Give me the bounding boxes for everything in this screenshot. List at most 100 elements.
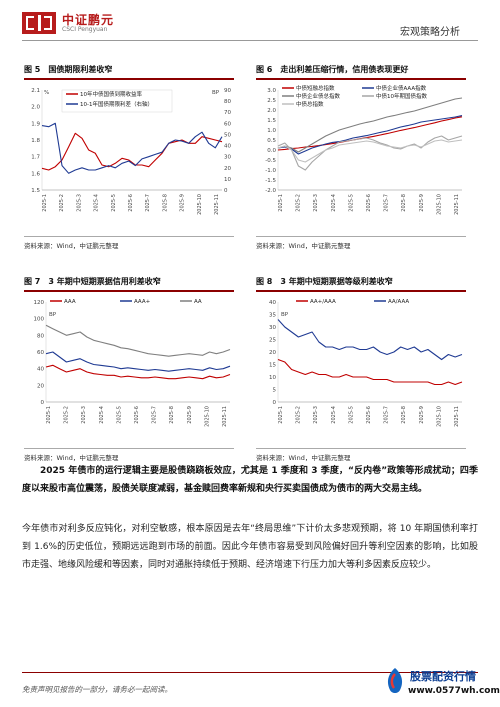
y-tick-label: 2.1 — [31, 88, 40, 94]
legend-label: AAA+ — [134, 299, 151, 305]
chart-fig8: 40 35 30 25 20 15 10 5 0 BP 2025-1 2025-2 2025-3 2025… — [269, 299, 463, 427]
x-tick-label: 2025-4 — [331, 406, 337, 424]
chart-area: 120 100 80 60 40 20 0 BP 2025-1 2025-2 2025-3 2025-… — [24, 294, 234, 446]
y-tick-label: -1.0 — [265, 168, 276, 174]
x-tick-label: 2025-6 — [134, 406, 140, 424]
x-tick-label: 2025-3 — [313, 406, 319, 424]
watermark-title: 股票配资行情 — [410, 670, 476, 683]
figure-rule — [24, 290, 234, 292]
brand-name-cn: 中证鹏元 — [62, 13, 115, 27]
paragraph-body: 今年债市对利多反应钝化，对利空敏感，根本原因是去年“终局思维”下计价太多悲观预期… — [22, 520, 478, 574]
figure-caption: 3 年期中短期票据信用利差收窄 — [48, 277, 161, 286]
y-tick-label: 0 — [41, 400, 45, 406]
x-tick-label: 2025-4 — [94, 194, 100, 212]
y-right-unit-label: BP — [212, 90, 220, 96]
y-tick-label: 120 — [34, 300, 45, 306]
y-unit-label: BP — [281, 312, 289, 318]
y-right-tick-label: 30 — [224, 155, 231, 161]
figure-source: 资料来源：Wind，中证鹏元整理 — [24, 236, 234, 250]
x-tick-label: 2025-7 — [384, 406, 390, 424]
figure-title: 图 5 国债期限利差收窄 — [24, 64, 234, 76]
figure-number: 图 6 — [256, 65, 273, 74]
figure-7: 图 7 3 年期中短期票据信用利差收窄 120 100 80 60 40 20 0 BP 2025… — [24, 276, 234, 462]
chart-fig7: 120 100 80 60 40 20 0 BP 2025-1 2025-2 2025-3 2025-… — [34, 299, 231, 427]
y-right-tick-label: 10 — [224, 177, 231, 183]
y-right-tick-label: 90 — [224, 88, 231, 94]
footer-disclaimer: 免责声明见报告的一部分，请务必一起阅读。 — [22, 685, 172, 694]
series-line — [277, 139, 463, 163]
x-tick-label: 2025-6 — [128, 194, 134, 212]
chart-fig6: 3.02.52.01.51.00.50.0-0.5-1.0-1.5-2.0202… — [265, 84, 463, 215]
x-tick-label: 2025-10 — [436, 406, 442, 427]
legend-label: AA+/AAA — [310, 299, 336, 305]
y-right-tick-label: 70 — [224, 110, 231, 116]
x-tick-label: 2025-11 — [222, 406, 228, 427]
y-tick-label: 35 — [269, 313, 276, 319]
y-tick-label: 2.0 — [31, 105, 40, 111]
report-section: 宏观策略分析 — [400, 27, 460, 38]
x-tick-label: 2025-2 — [296, 406, 302, 424]
legend-box — [61, 89, 173, 113]
y-tick-label: 1.9 — [31, 121, 40, 127]
figure-number: 图 5 — [24, 65, 41, 74]
series-line — [45, 324, 231, 357]
header-divider — [22, 40, 478, 41]
figure-caption: 3 年期中短期票据等级利差收窄 — [280, 277, 393, 286]
legend-label: 中债总指数 — [296, 100, 324, 108]
x-tick-label: 2025-2 — [64, 406, 70, 424]
y-tick-label: 40 — [37, 367, 44, 373]
x-tick-label: 2025-1 — [278, 406, 284, 424]
y-right-tick-label: 0 — [224, 188, 228, 194]
legend-label: 中债企业债AAA指数 — [376, 84, 427, 92]
figure-source: 资料来源：Wind，中证鹏元整理 — [256, 236, 466, 250]
x-tick-label: 2025-7 — [152, 406, 158, 424]
y-tick-label: 1.5 — [267, 118, 276, 124]
y-tick-label: 1.5 — [31, 188, 40, 194]
chart-area: 3.0 2.5 2.0 1.5 1.0 0.5 0.0 -0.5 -1.0 -1.5 -2.0 202… — [256, 82, 466, 234]
y-tick-label: 1.8 — [31, 138, 40, 144]
x-tick-label: 2025-11 — [214, 194, 220, 215]
page-header: 中证鹏元 CSCI Pengyuan 宏观策略分析 — [0, 0, 500, 44]
y-tick-label: 60 — [37, 350, 44, 356]
x-tick-label: 2025-1 — [46, 406, 52, 424]
figure-number: 图 8 — [256, 277, 273, 286]
y-tick-label: 30 — [269, 325, 276, 331]
figure-number: 图 7 — [24, 277, 41, 286]
y-tick-label: 80 — [37, 333, 44, 339]
y-tick-label: 10 — [269, 375, 276, 381]
y-tick-label: 100 — [34, 317, 45, 323]
y-tick-label: -0.5 — [265, 158, 276, 164]
y-tick-label: 25 — [269, 338, 276, 344]
y-tick-label: 2.5 — [267, 98, 276, 104]
brand-name-en: CSCI Pengyuan — [62, 26, 108, 33]
x-tick-label: 2025-3 — [81, 406, 87, 424]
x-tick-label: 2025-8 — [401, 406, 407, 424]
x-tick-label: 2025-8 — [401, 194, 407, 212]
legend-label: 中债短融总指数 — [296, 84, 335, 92]
figure-title: 图 8 3 年期中短期票据等级利差收窄 — [256, 276, 466, 288]
y-tick-label: 15 — [269, 363, 276, 369]
series-line — [277, 135, 463, 171]
x-tick-label: 2025-5 — [116, 406, 122, 424]
watermark-url: www.0577wh.com — [408, 686, 500, 696]
x-tick-label: 2025-5 — [348, 194, 354, 212]
y-tick-label: -1.5 — [265, 178, 276, 184]
chart-area: 2.1 2.0 1.9 1.8 1.7 1.6 1.5 90 80 70 60 50 40 30 20 10 0… — [24, 82, 234, 234]
legend-label: AA/AAA — [388, 299, 409, 305]
y-tick-label: 0 — [273, 400, 277, 406]
series-line — [277, 358, 463, 386]
x-tick-label: 2025-8 — [162, 194, 168, 212]
x-tick-label: 2025-3 — [313, 194, 319, 212]
series-line — [277, 115, 463, 155]
x-tick-label: 2025-4 — [331, 194, 337, 212]
figure-source: 资料来源：Wind，中证鹏元整理 — [256, 448, 466, 462]
x-tick-label: 2025-2 — [59, 194, 65, 212]
x-tick-label: 2025-5 — [348, 406, 354, 424]
legend-label: 中债10年期国债指数 — [376, 92, 427, 100]
paragraph-lead: 2025 年债市的运行逻辑主要是股债跷跷板效应，尤其是 1 季度和 3 季度，“… — [22, 462, 478, 498]
figure-caption: 国债期限利差收窄 — [48, 65, 113, 74]
figure-5: 图 5 国债期限利差收窄 2.1 2.0 1.9 1.8 1.7 1.6 1.5 90 80 70 6… — [24, 64, 234, 250]
series-line — [41, 122, 223, 174]
brand-logo-icon — [22, 12, 56, 34]
y-tick-label: 40 — [269, 300, 276, 306]
